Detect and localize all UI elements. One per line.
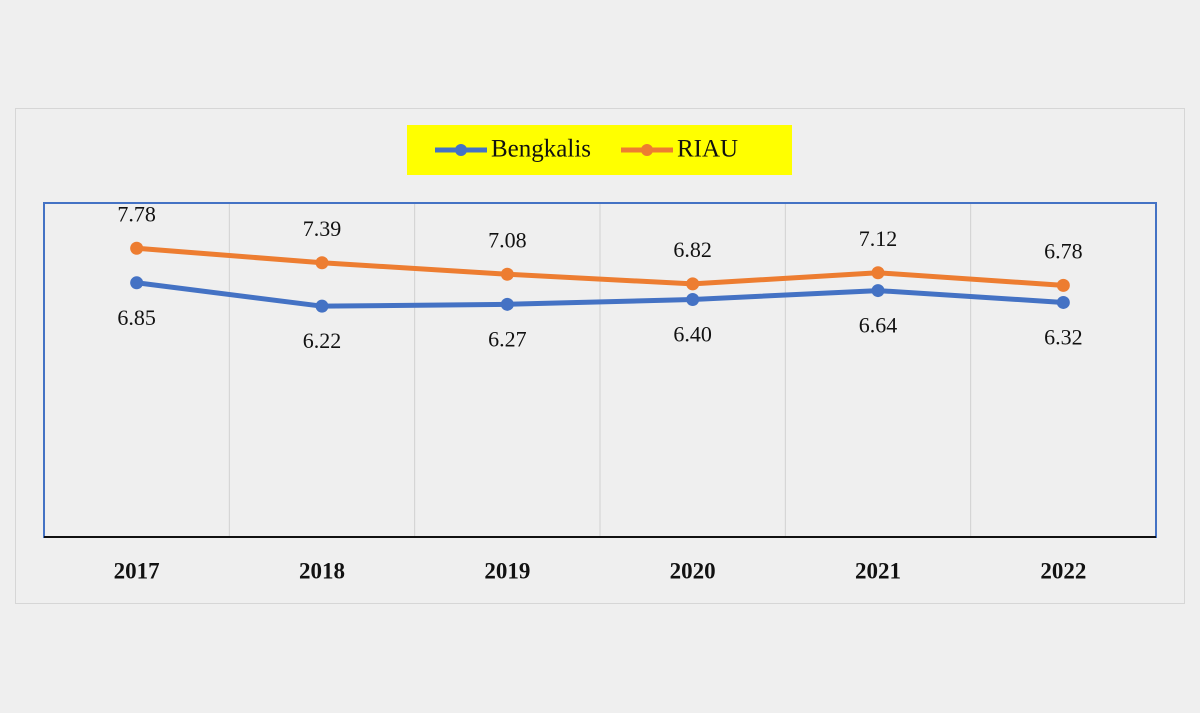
point xyxy=(315,299,329,313)
point xyxy=(1056,295,1070,309)
legend-marker xyxy=(641,144,653,156)
data-label: 6.82 xyxy=(673,237,712,262)
point xyxy=(686,292,700,306)
legend-marker xyxy=(455,144,467,156)
data-label: 6.27 xyxy=(488,326,527,351)
x-tick-label: 2022 xyxy=(1040,558,1086,583)
legend-label: Bengkalis xyxy=(491,136,591,163)
point xyxy=(1056,278,1070,292)
series-line xyxy=(136,245,1064,288)
x-tick-label: 2020 xyxy=(670,558,716,583)
data-label: 6.78 xyxy=(1044,238,1083,263)
data-label: 7.12 xyxy=(859,226,898,251)
data-label: 6.40 xyxy=(673,322,712,347)
data-label: 7.39 xyxy=(303,216,342,241)
point xyxy=(130,276,144,290)
series-line xyxy=(136,280,1064,309)
point xyxy=(686,277,700,291)
x-tick-label: 2019 xyxy=(484,558,530,583)
point xyxy=(315,256,329,270)
x-tick-label: 2017 xyxy=(114,558,160,583)
x-tick-label: 2018 xyxy=(299,558,345,583)
point xyxy=(871,284,885,298)
data-label: 7.08 xyxy=(488,227,527,252)
point xyxy=(500,267,514,281)
point xyxy=(871,266,885,280)
data-label: 7.78 xyxy=(117,201,156,226)
point xyxy=(130,241,144,255)
data-label: 6.85 xyxy=(117,305,156,330)
data-label: 6.64 xyxy=(859,313,898,338)
legend-label: RIAU xyxy=(677,136,738,163)
x-tick-label: 2021 xyxy=(855,558,901,583)
point xyxy=(500,297,514,311)
data-label: 6.22 xyxy=(303,328,342,353)
data-label: 6.32 xyxy=(1044,325,1083,350)
